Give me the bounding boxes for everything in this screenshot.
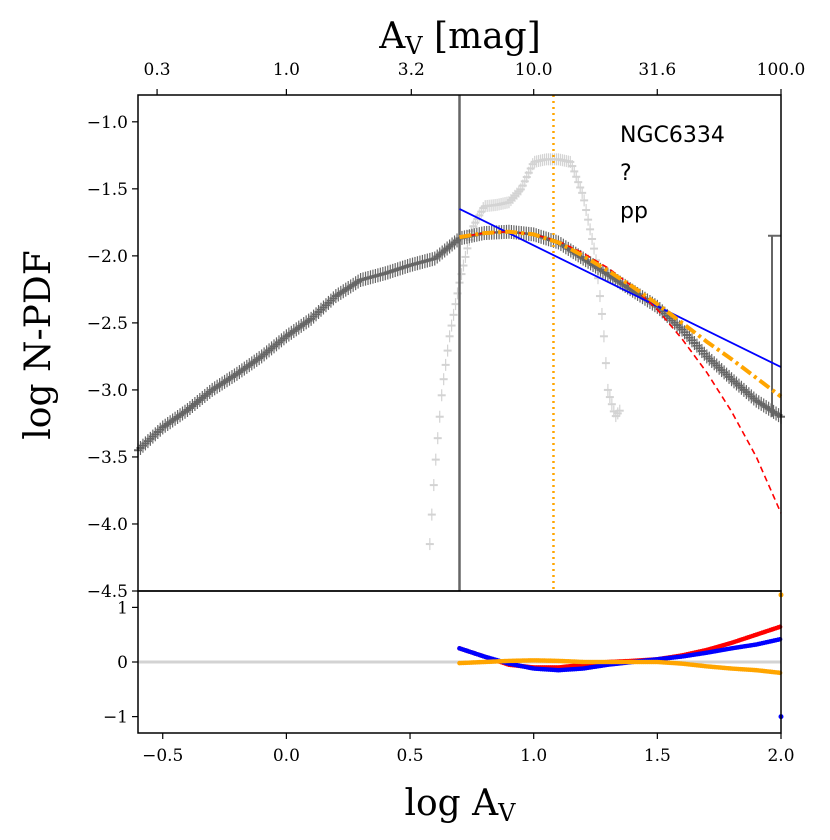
combined-fit-line: [459, 229, 783, 399]
res-xtick-label: 0.0: [273, 746, 300, 766]
top-tick-label: 31.6: [638, 60, 676, 80]
main-ytick-label: −1.5: [87, 180, 128, 200]
annotation-label: ?: [620, 161, 632, 186]
top-tick-label: 1.0: [273, 60, 300, 80]
top-tick-label: 0.3: [144, 60, 171, 80]
res-xtick-label: 1.0: [520, 746, 547, 766]
main-ytick-label: −3.0: [87, 381, 128, 401]
ylabel: log N-PDF: [18, 250, 59, 439]
res-xtick-label: 1.5: [644, 746, 671, 766]
annotation-label: NGC6334: [620, 123, 725, 148]
main-panel: −1.0 −1.5 −2.0 −2.5 −3.0 −3.5 −4.0 −4.5 0.3 1.0 3…: [87, 60, 806, 602]
res-xtick-label: 0.5: [397, 746, 424, 766]
powerlaw-fit-line: [459, 208, 782, 368]
main-ytick-label: −4.5: [87, 582, 128, 602]
bottom-xlabel: log AV: [404, 783, 516, 827]
main-ytick-label: −4.0: [87, 515, 128, 535]
top-tick-label: 100.0: [757, 60, 806, 80]
main-ytick-label: −2.5: [87, 314, 128, 334]
lognormal-fit-line: [459, 230, 782, 514]
main-ytick-label: −2.0: [87, 247, 128, 267]
main-ytick-label: −3.5: [87, 448, 128, 468]
res-ytick-label: 0: [117, 653, 128, 673]
res-ytick-label: 1: [117, 598, 128, 618]
top-tick-label: 3.2: [398, 60, 425, 80]
res-xtick-label: −0.5: [142, 746, 183, 766]
top-tick-label: 10.0: [515, 60, 553, 80]
main-ytick-label: −1.0: [87, 113, 128, 133]
annotation-label: pp: [620, 199, 648, 224]
residual-panel: 1 0 −1 −0.5 0.0 0.5 1.0 1.5 2.0: [103, 590, 795, 766]
res-xtick-label: 2.0: [767, 746, 794, 766]
top-xlabel: AV [mag]: [378, 16, 541, 60]
res-ytick-label: −1: [103, 708, 128, 728]
